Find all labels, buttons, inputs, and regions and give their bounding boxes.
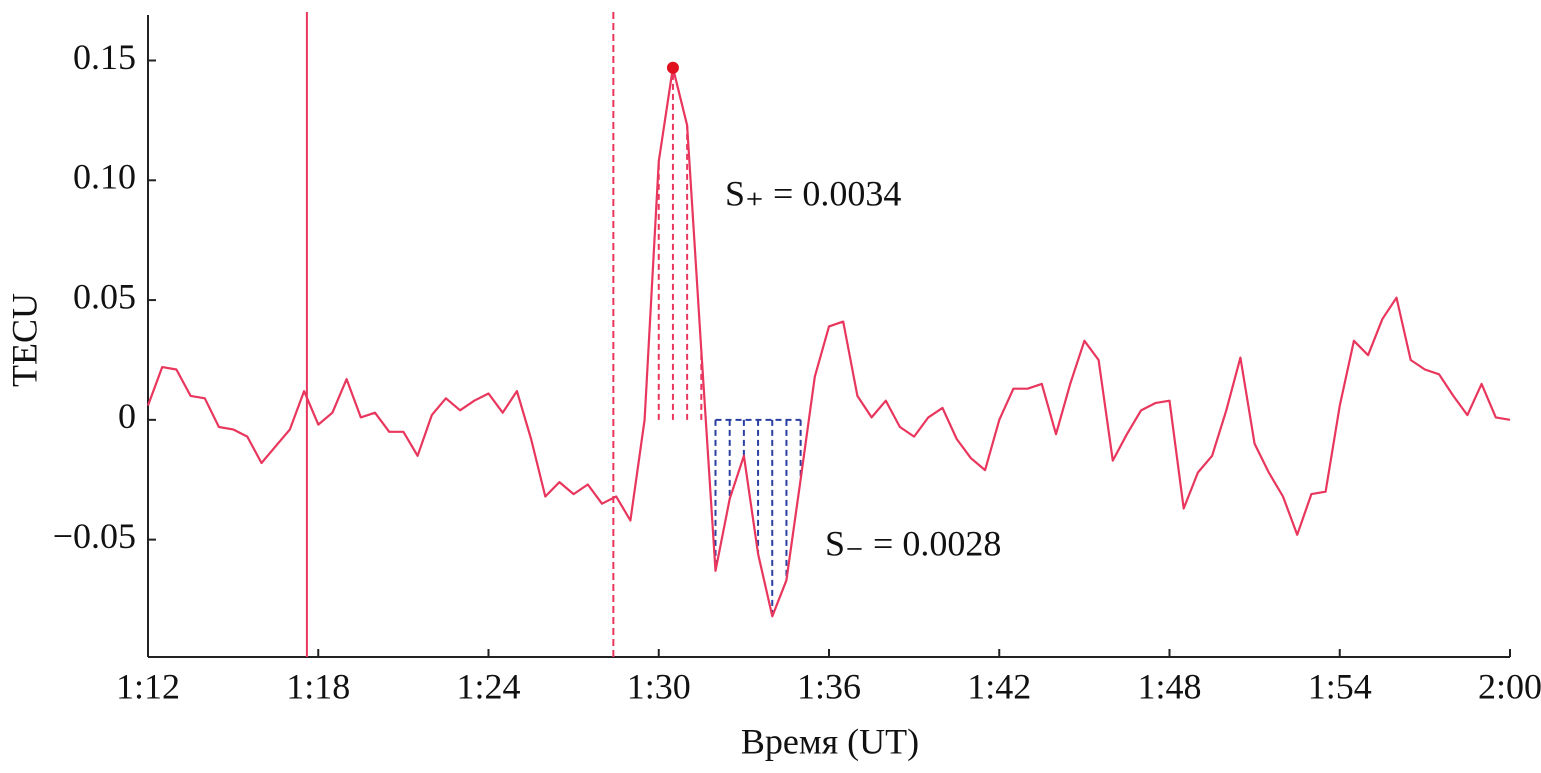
x-tick-label: 1:24 <box>456 666 520 706</box>
y-tick-label: 0 <box>118 396 136 436</box>
x-tick-label: 1:18 <box>286 666 350 706</box>
x-tick-label: 1:36 <box>797 666 861 706</box>
peak-marker <box>666 61 679 74</box>
x-axis-label: Время (UT) <box>741 721 919 761</box>
y-tick-label: 0.05 <box>73 276 136 316</box>
data-line <box>146 66 1511 618</box>
annotation: S₊ = 0.0034 <box>725 173 901 213</box>
y-tick-label: 0.10 <box>73 157 136 197</box>
y-axis-label: TECU <box>4 293 44 387</box>
x-tick-label: 1:30 <box>627 666 691 706</box>
annotation: S₋ = 0.0028 <box>825 523 1001 563</box>
y-tick-label: −0.05 <box>53 516 136 556</box>
x-tick-label: 1:12 <box>116 666 180 706</box>
x-tick-label: 1:54 <box>1308 666 1372 706</box>
x-tick-label: 2:00 <box>1478 666 1541 706</box>
x-tick-label: 1:42 <box>967 666 1031 706</box>
x-tick-label: 1:48 <box>1137 666 1201 706</box>
y-tick-label: 0.15 <box>73 37 136 77</box>
